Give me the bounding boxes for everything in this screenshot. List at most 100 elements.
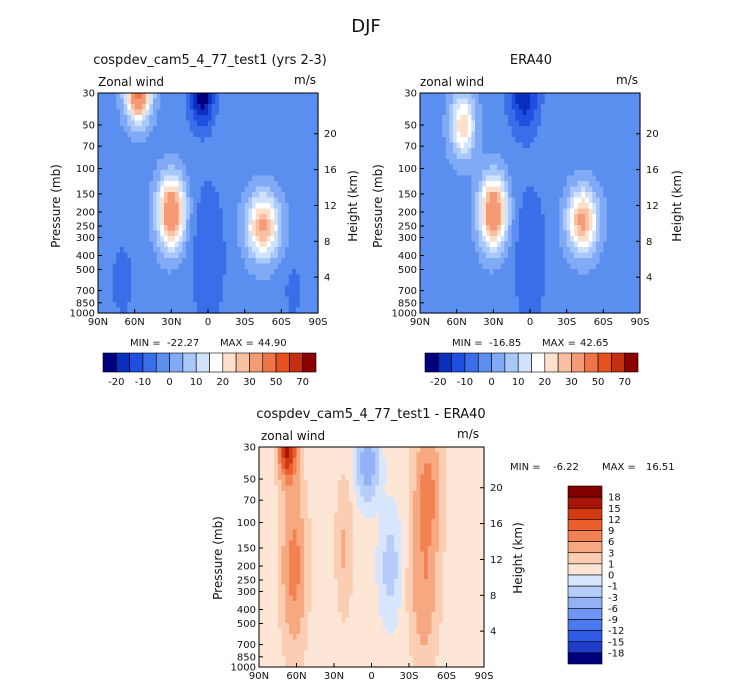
heatmap-cell [552,236,556,242]
heatmap-cell [625,214,629,220]
heatmap-cell [618,143,622,149]
heatmap-cell [193,247,197,253]
heatmap-cell [226,225,230,231]
heatmap-cell [138,115,142,121]
heatmap-cell [208,203,212,209]
heatmap-cell [105,154,109,160]
heatmap-cell [589,203,593,209]
heatmap-cell [611,302,615,308]
heatmap-cell [490,154,494,160]
heatmap-cell [526,209,530,215]
heatmap-cell [270,275,274,281]
heatmap-cell [131,214,135,220]
heatmap-cell [157,291,161,297]
heatmap-cell [113,99,117,105]
heatmap-cell [197,247,201,253]
heatmap-cell [523,302,527,308]
heatmap-cell [164,247,168,253]
heatmap-cell [303,154,307,160]
heatmap-cell [190,209,194,215]
heatmap-cell [534,137,538,143]
heatmap-cell [263,176,267,182]
heatmap-cell [633,297,637,303]
heatmap-cell [281,137,285,143]
heatmap-cell [512,132,516,138]
heatmap-cell [300,181,304,187]
y-tick-label: 1000 [70,309,95,320]
heatmap-cell [289,99,293,105]
heatmap-cell [241,159,245,165]
heatmap-cell [468,258,472,264]
heatmap-cell [589,253,593,259]
heatmap-cell [234,104,238,110]
heatmap-cell [574,126,578,132]
heatmap-cell [570,209,574,215]
heatmap-cell [523,203,527,209]
heatmap-cell [427,236,431,242]
heatmap-cell [493,203,497,209]
heatmap-cell [585,220,589,226]
heatmap-cell [278,126,282,132]
heatmap-cell [212,170,216,176]
panel-title: ERA40 [510,53,552,68]
heatmap-cell [537,143,541,149]
heatmap-cell [109,231,113,237]
heatmap-cell [149,247,153,253]
heatmap-cell [420,264,424,270]
heatmap-cell [131,170,135,176]
heatmap-cell [490,302,494,308]
heatmap-cell [508,269,512,275]
heatmap-cell [446,220,450,226]
heatmap-cell [574,198,578,204]
heatmap-cell [237,110,241,116]
heatmap-cell [449,269,453,275]
heatmap-cell [523,280,527,286]
height-tick-label: 12 [324,201,337,212]
heatmap-cell [490,264,494,270]
heatmap-cell [153,291,157,297]
heatmap-cell [285,121,289,127]
heatmap-cell [435,225,439,231]
heatmap-cell [457,253,461,259]
heatmap-cell [618,154,622,160]
heatmap-cell [307,258,311,264]
heatmap-cell [105,209,109,215]
heatmap-cell [245,225,249,231]
heatmap-cell [592,159,596,165]
heatmap-cell [303,93,307,99]
heatmap-cell [135,110,139,116]
heatmap-cell [574,154,578,160]
heatmap-cell [424,170,428,176]
heatmap-cell [182,203,186,209]
heatmap-cell [479,170,483,176]
heatmap-cell [186,110,190,116]
heatmap-cell [468,220,472,226]
heatmap-cell [281,302,285,308]
heatmap-cell [142,143,146,149]
heatmap-cell [142,286,146,292]
heatmap-cell [570,132,574,138]
heatmap-cell [512,302,516,308]
heatmap-cell [193,187,197,193]
heatmap-cell [629,104,633,110]
heatmap-cell [311,192,315,198]
heatmap-cell [270,209,274,215]
heatmap-cell [201,192,205,198]
heatmap-cell [292,132,296,138]
heatmap-cell [263,253,267,259]
heatmap-cell [296,110,300,116]
heatmap-cell [603,165,607,171]
heatmap-cell [446,214,450,220]
heatmap-cell [190,236,194,242]
heatmap-cell [274,192,278,198]
heatmap-cell [603,291,607,297]
heatmap-cell [241,225,245,231]
heatmap-cell [618,297,622,303]
heatmap-cell [493,137,497,143]
heatmap-cell [570,115,574,121]
heatmap-cell [248,159,252,165]
heatmap-cell [270,181,274,187]
heatmap-cell [552,302,556,308]
heatmap-cell [622,154,626,160]
heatmap-cell [307,253,311,259]
